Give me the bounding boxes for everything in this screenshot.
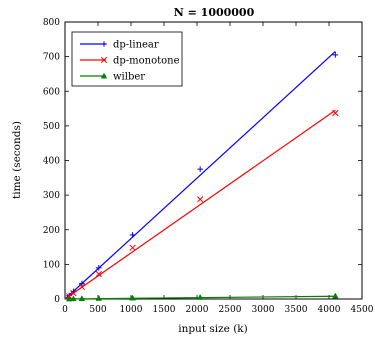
x-tick-label: 4000 [318,305,341,315]
x-tick-label: 500 [89,305,106,315]
x-tick-label: 3500 [285,305,308,315]
legend: dp-linear dp-monotone wilber [71,31,183,87]
dp-monotone-point [197,196,204,203]
legend-box [71,31,183,87]
dp-monotone-point [78,283,86,291]
x-tick-label: 2000 [186,305,209,315]
y-axis-label: time (seconds) [11,121,23,199]
wilber-point [65,295,73,302]
axis-ticks: 0 500 1000 1500 2000 2500 3000 3500 4000 4500 0 100… [43,18,374,315]
wilber-point [70,295,77,302]
y-tick-label: 100 [43,260,60,270]
wilber-point [129,294,136,301]
dp-monotone-fit-line [64,109,336,300]
dp-linear-fit-line [64,50,336,300]
y-tick-label: 600 [43,87,60,97]
x-tick-label: 4500 [351,305,374,315]
wilber-point [196,293,204,300]
series-layer [64,50,339,302]
x-tick-label: 3000 [252,305,275,315]
x-tick-label: 1500 [153,305,176,315]
legend-item-dp-monotone: dp-monotone [80,56,180,67]
wilber-point [78,295,86,301]
y-tick-label: 200 [43,226,60,236]
legend-label-wilber: wilber [113,72,145,83]
legend-marker-dp-monotone [100,56,108,64]
x-axis-label: input size (k) [178,323,248,335]
x-tick-label: 2500 [219,305,242,315]
y-tick-label: 0 [54,295,60,305]
chart-title: N = 1000000 [174,6,255,19]
series-dp-linear [64,50,339,300]
dp-monotone-point [332,109,339,117]
y-tick-label: 300 [43,191,60,201]
x-tick-label: 0 [62,305,68,315]
y-tick-label: 800 [43,18,60,28]
legend-item-wilber: wilber [80,72,145,83]
wilber-point [95,294,103,301]
dp-monotone-point [95,270,102,278]
legend-label-dp-monotone: dp-monotone [113,56,180,67]
dp-monotone-point [70,289,77,297]
wilber-point [332,292,339,299]
legend-item-dp-linear: dp-linear [80,40,159,51]
series-dp-monotone [64,109,339,300]
y-tick-label: 500 [43,122,60,132]
legend-marker-wilber [100,72,108,79]
legend-label-dp-linear: dp-linear [113,40,159,51]
y-tick-label: 400 [43,157,60,167]
x-tick-label: 1000 [120,305,143,315]
y-tick-label: 700 [43,53,60,63]
series-wilber [64,292,339,302]
dp-monotone-point [129,244,136,251]
